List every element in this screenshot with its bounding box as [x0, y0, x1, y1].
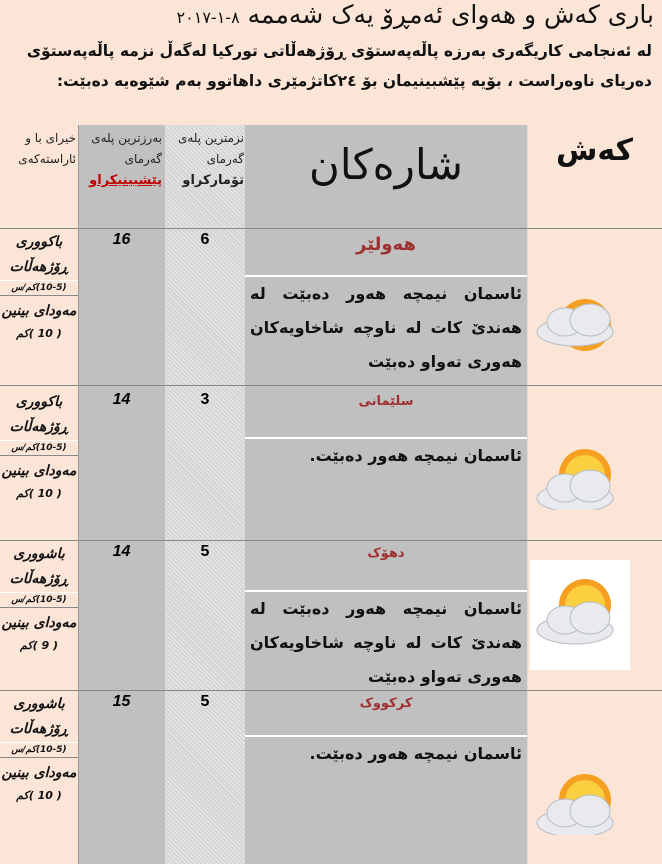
weather-description: ئاسمان نیمچە هەور دەبێت لە هەندێ کات لە …	[250, 284, 522, 371]
city-column	[245, 125, 527, 864]
sun-with-cloud-icon	[536, 449, 614, 510]
city-name: هەولێر	[356, 234, 416, 255]
min-temp-column	[165, 125, 245, 864]
sun-behind-cloud-icon	[536, 299, 614, 351]
visibility-label: مەودای بینین	[1, 303, 77, 319]
min-temp: 6	[200, 231, 210, 248]
divider	[245, 735, 527, 737]
sun-with-cloud-icon	[536, 774, 614, 835]
weather-description: ئاسمان نیمچە هەور دەبێت.	[309, 744, 522, 763]
divider	[0, 385, 662, 386]
title-date: ٨-١-٢٠١٧	[176, 8, 240, 27]
visibility-label: مەودای بینین	[1, 765, 77, 781]
max-temp: 15	[112, 693, 131, 710]
intro-paragraph: لە ئەنجامی کاریگەری بەرزە پاڵەپەستۆی ڕۆژ…	[26, 42, 652, 90]
visibility-label: مەودای بینین	[1, 463, 77, 479]
wind-speed: (10-5)کم/س	[0, 592, 78, 608]
weather-description: ئاسمان نیمچە هەور دەبێت.	[309, 446, 522, 465]
city-name: سلێمانی	[358, 394, 414, 409]
min-temp: 5	[200, 543, 210, 560]
divider	[0, 540, 662, 541]
divider	[245, 275, 527, 277]
wind-speed: (10-5)کم/س	[0, 440, 78, 456]
divider	[245, 437, 527, 439]
header-weather: کەش	[555, 133, 634, 168]
wind-direction: باشووری ڕۆژهەڵات	[9, 696, 69, 737]
city-name: کرکووک	[359, 696, 413, 711]
wind-direction: باشووری ڕۆژهەڵات	[9, 546, 69, 587]
min-temp: 5	[200, 693, 210, 710]
max-temp: 16	[112, 231, 131, 248]
divider	[78, 125, 79, 864]
cloud-over-sun-icon	[530, 560, 630, 670]
header-min: نزمترین پلەی گەرمای تۆمارکراو	[168, 128, 244, 191]
title-text: باری کەش و هەوای ئەمڕۆ یەک شەممە	[247, 0, 654, 29]
divider	[527, 125, 528, 864]
visibility-value: ( 10 )کم	[16, 487, 62, 500]
wind-info: باکووری ڕۆژهەڵات (10-5)کم/س مەودای بینین…	[0, 230, 78, 342]
wind-direction: باکووری ڕۆژهەڵات	[9, 234, 69, 275]
wind-direction: باکووری ڕۆژهەڵات	[9, 394, 69, 435]
wind-info: باشووری ڕۆژهەڵات (10-5)کم/س مەودای بینین…	[0, 542, 78, 654]
visibility-label: مەودای بینین	[1, 615, 77, 631]
header-min-label: نزمترین پلەی گەرمای	[177, 131, 244, 166]
city-name: دهۆک	[367, 546, 405, 561]
weather-description: ئاسمان نیمچە هەور دەبێت لە هەندێ کات لە …	[250, 599, 522, 686]
header-max-forecast: پێشبینیکراو	[89, 173, 162, 188]
visibility-value: ( 9 )کم	[20, 639, 58, 652]
max-temp-column	[78, 125, 165, 864]
wind-speed: (10-5)کم/س	[0, 742, 78, 758]
divider	[0, 228, 662, 229]
max-temp: 14	[112, 391, 131, 408]
wind-speed: (10-5)کم/س	[0, 280, 78, 296]
min-temp: 3	[200, 391, 210, 408]
header-cities: شارەکان	[309, 140, 463, 189]
divider	[245, 590, 527, 592]
wind-info: باکووری ڕۆژهەڵات (10-5)کم/س مەودای بینین…	[0, 390, 78, 502]
header-wind: خیرای با و ئاراستەکەی	[18, 131, 76, 166]
max-temp: 14	[112, 543, 131, 560]
page-title: باری کەش و هەوای ئەمڕۆ یەک شەممە ٨-١-٢٠١…	[177, 0, 654, 29]
header-min-recorded: تۆمارکراو	[182, 173, 244, 188]
visibility-value: ( 10 )کم	[16, 789, 62, 802]
divider	[0, 690, 662, 691]
header-max: بەرزترین پلەی گەرمای پێشبینیکراو	[82, 128, 162, 191]
visibility-value: ( 10 )کم	[16, 327, 62, 340]
wind-info: باشووری ڕۆژهەڵات (10-5)کم/س مەودای بینین…	[0, 692, 78, 804]
header-max-label: بەرزترین پلەی گەرمای	[91, 131, 162, 166]
